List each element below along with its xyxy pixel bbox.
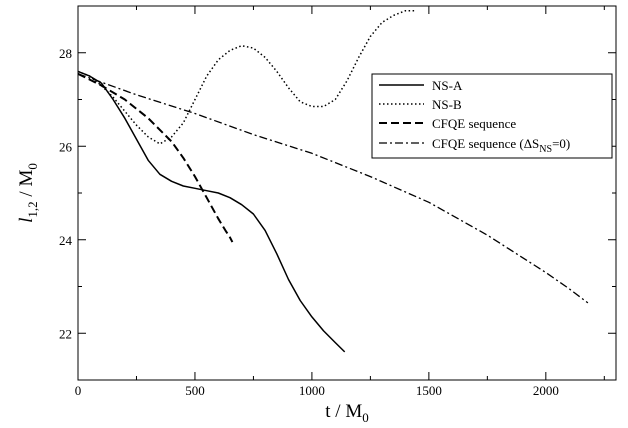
- y-axis-title-main: l: [16, 218, 37, 223]
- series-lines: [77, 9, 589, 353]
- axis-ticks: 0 500 1000 1500 2000 22 24 26 28: [59, 5, 616, 398]
- legend-box: [371, 73, 613, 159]
- x-axis-title-main: t / M: [325, 401, 362, 422]
- plot-frame: [77, 5, 617, 381]
- legend-label-cfqe: CFQE sequence: [432, 116, 516, 131]
- x-axis-title: t / M0: [325, 401, 368, 425]
- series-line-3: [77, 73, 589, 304]
- legend-label-cfqe-dsns0-tail: =0): [552, 136, 570, 151]
- x-tick-label: 2000: [533, 383, 559, 398]
- y-tick-label: 24: [59, 233, 73, 248]
- y-axis-title: l1,2 / M0: [16, 163, 40, 223]
- legend-label-cfqe-dsns0: CFQE sequence (ΔSNS=0): [432, 136, 570, 155]
- series-line-0: [77, 70, 346, 353]
- y-axis-title-tail-subscript: 0: [25, 163, 40, 170]
- y-axis-title-subscript: 1,2: [25, 201, 40, 217]
- y-tick-label: 26: [59, 139, 73, 154]
- series-line-2: [77, 72, 234, 243]
- x-axis-title-subscript: 0: [362, 410, 369, 425]
- series-line-1: [77, 9, 415, 145]
- x-tick-label: 1000: [299, 383, 325, 398]
- legend: NS-A NS-B CFQE sequence CFQE sequence (Δ…: [371, 73, 613, 159]
- legend-label-ns-a: NS-A: [432, 78, 463, 93]
- y-tick-label: 28: [59, 46, 72, 61]
- x-tick-label: 500: [185, 383, 205, 398]
- legend-label-ns-b: NS-B: [432, 97, 462, 112]
- y-axis-title-tail: / M: [16, 170, 37, 202]
- legend-label-cfqe-dsns0-sub: NS: [539, 144, 552, 155]
- x-tick-label: 1500: [416, 383, 442, 398]
- y-tick-label: 22: [59, 326, 72, 341]
- legend-label-cfqe-dsns0-main: CFQE sequence (ΔS: [432, 136, 539, 151]
- x-tick-label: 0: [75, 383, 82, 398]
